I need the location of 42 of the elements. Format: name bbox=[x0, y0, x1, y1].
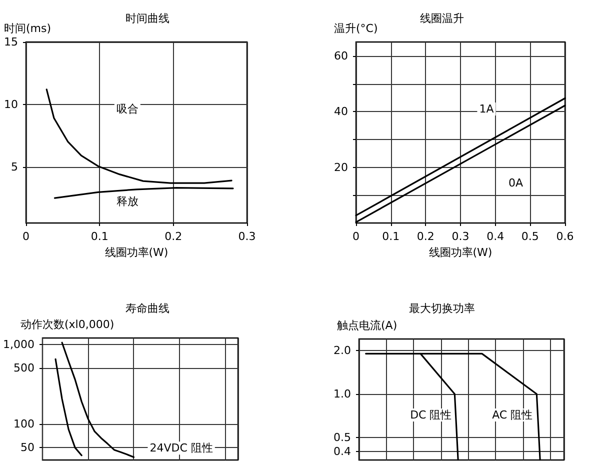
y-tick-label: 40 bbox=[334, 105, 348, 118]
annotation: 吸合 bbox=[116, 102, 138, 116]
y-tick-label: 50 bbox=[20, 441, 34, 454]
series-label: DC 阻性 bbox=[410, 408, 452, 422]
x-tick-label: 0 bbox=[22, 230, 30, 243]
chart-title: 寿命曲线 bbox=[126, 302, 170, 315]
annotation: 1A bbox=[479, 102, 494, 116]
series-label: 24VDC 阻性 bbox=[150, 442, 213, 455]
y-tick-label: 1.0 bbox=[334, 388, 351, 401]
y-tick-label: 0.4 bbox=[334, 445, 351, 458]
y-axis-title: 动作次数(xl0,000) bbox=[20, 318, 114, 331]
chart-title: 最大切换功率 bbox=[409, 302, 475, 315]
x-tick-label: 0.1 bbox=[90, 230, 108, 243]
y-tick-label: 60 bbox=[334, 49, 348, 62]
x-axis-title: 线圈功率(W) bbox=[104, 246, 168, 259]
x-tick-label: 0.6 bbox=[556, 230, 574, 243]
chart-title: 线圈温升 bbox=[420, 12, 464, 25]
series-label: AC 阻性 bbox=[492, 408, 533, 422]
x-tick-label: 0.3 bbox=[452, 230, 470, 243]
x-tick-label: 0.4 bbox=[486, 230, 504, 243]
annotation: 释放 bbox=[116, 194, 138, 208]
y-tick-label: 0.5 bbox=[334, 431, 351, 444]
x-tick-label: 0.2 bbox=[416, 230, 434, 243]
annotation: 0A bbox=[508, 176, 524, 190]
chart-title: 时间曲线 bbox=[126, 12, 170, 25]
x-tick-label: 0.5 bbox=[521, 230, 539, 243]
y-tick-label: 1,000 bbox=[2, 338, 34, 351]
y-axis-title: 时间(ms) bbox=[4, 22, 52, 35]
x-tick-label: 0.1 bbox=[382, 230, 400, 243]
y-tick-label: 2.0 bbox=[334, 344, 351, 357]
x-tick-label: 0.2 bbox=[164, 230, 182, 243]
y-tick-label: 15 bbox=[4, 36, 18, 48]
x-axis-title: 线圈功率(W) bbox=[428, 246, 492, 259]
y-axis-title: 温升(°C) bbox=[334, 22, 378, 35]
y-tick-label: 500 bbox=[13, 362, 34, 375]
y-tick-label: 10 bbox=[4, 98, 18, 111]
y-tick-label: 100 bbox=[13, 417, 34, 430]
x-tick-label: 0.3 bbox=[238, 230, 256, 243]
y-tick-label: 5 bbox=[11, 160, 18, 174]
y-axis-title: 触点电流(A) bbox=[337, 319, 398, 332]
y-tick-label: 20 bbox=[334, 160, 348, 174]
x-tick-label: 0 bbox=[352, 230, 360, 243]
